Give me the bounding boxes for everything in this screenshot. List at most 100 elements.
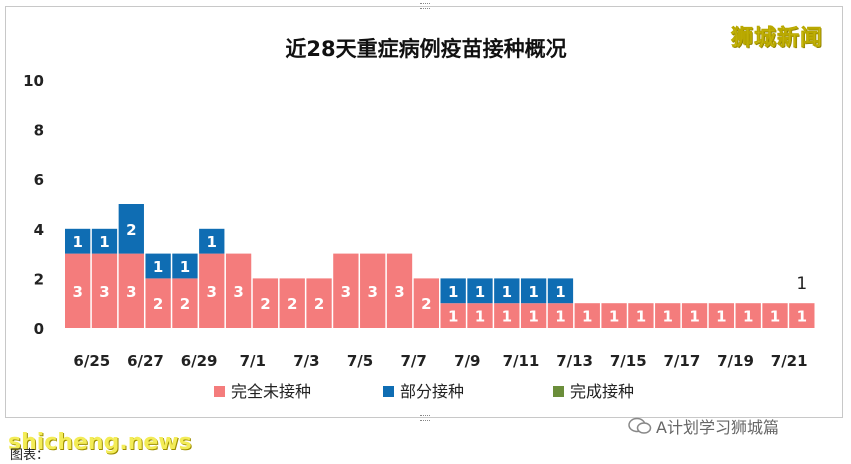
legend-swatch [553, 386, 564, 397]
bar-segment [440, 303, 466, 328]
bar-segment [225, 253, 252, 328]
chart-title: 近28天重症病例疫苗接种概况 [285, 37, 566, 61]
data-label: 1 [582, 308, 592, 326]
data-label: 1 [207, 233, 217, 251]
bar-segment [145, 278, 171, 328]
data-label: 3 [72, 283, 82, 301]
bar-segment [467, 278, 493, 304]
bar-segment [145, 253, 171, 279]
bar-segment [360, 253, 386, 328]
data-label: 1 [448, 308, 458, 326]
data-label: 1 [636, 308, 646, 326]
data-label: 1 [72, 233, 82, 251]
y-tick-label: 2 [34, 270, 44, 288]
bar-segment [440, 278, 466, 304]
legend-swatch [383, 386, 394, 397]
bar-segment [333, 253, 359, 328]
total-annotation: 1 [796, 274, 807, 294]
bar-segment [279, 278, 305, 328]
watermark-site: shicheng.news [8, 430, 192, 455]
legend-label: 部分接种 [400, 382, 464, 401]
data-label: 1 [528, 308, 538, 326]
bar-segment [413, 278, 439, 328]
watermark-logo-top: 狮城新闻 [731, 26, 824, 52]
bar-segment [199, 228, 225, 254]
data-label: 2 [180, 295, 190, 313]
x-tick-label: 6/29 [181, 352, 218, 370]
y-tick-label: 4 [34, 221, 44, 239]
y-tick-label: 6 [34, 171, 44, 189]
data-label: 3 [367, 283, 377, 301]
resize-handle-top[interactable] [420, 3, 430, 9]
bar-segment [708, 303, 735, 328]
data-label: 1 [743, 308, 753, 326]
bar-segment [762, 303, 788, 328]
data-label: 3 [207, 283, 217, 301]
data-label: 1 [797, 308, 807, 326]
data-label: 1 [689, 308, 699, 326]
x-tick-label: 7/17 [663, 352, 700, 370]
wechat-account-label: A计划学习狮城篇 [656, 418, 779, 437]
resize-handle-bottom[interactable] [420, 415, 430, 421]
bar-segment [386, 253, 413, 328]
bar-segment [65, 253, 91, 328]
bar-segment [91, 253, 118, 328]
data-label: 2 [314, 295, 324, 313]
data-label: 2 [153, 295, 163, 313]
x-tick-label: 7/19 [717, 352, 754, 370]
bar-segment [65, 228, 91, 254]
bar-segment [199, 253, 225, 328]
bar-segment [735, 303, 761, 328]
bar-segment [494, 303, 520, 328]
bar-segment [172, 278, 198, 328]
data-label: 3 [233, 283, 243, 301]
x-tick-label: 7/1 [240, 352, 266, 370]
data-label: 1 [502, 283, 512, 301]
bar-segment [601, 303, 627, 328]
x-tick-label: 7/13 [556, 352, 593, 370]
bar-segment [91, 228, 118, 254]
data-label: 1 [448, 283, 458, 301]
y-tick-label: 0 [34, 320, 44, 338]
x-tick-label: 7/3 [293, 352, 319, 370]
legend-label: 完成接种 [570, 382, 634, 401]
bar-segment [520, 278, 547, 304]
legend-swatch [214, 386, 225, 397]
data-label: 1 [475, 283, 485, 301]
bar-segment [789, 303, 815, 328]
data-label: 1 [609, 308, 619, 326]
x-tick-label: 7/21 [771, 352, 808, 370]
x-tick-label: 6/25 [73, 352, 110, 370]
bar-segment [520, 303, 547, 328]
bar-segment [547, 278, 574, 304]
data-label: 1 [99, 233, 109, 251]
bar-segment [252, 278, 279, 328]
data-label: 2 [421, 295, 431, 313]
data-label: 1 [663, 308, 673, 326]
wechat-badge: A计划学习狮城篇 [628, 415, 779, 437]
bar-segment [306, 278, 332, 328]
y-tick-label: 8 [34, 122, 44, 140]
data-label: 3 [126, 283, 136, 301]
data-label: 1 [153, 258, 163, 276]
bar-segment [172, 253, 198, 279]
data-label: 3 [341, 283, 351, 301]
data-label: 1 [555, 308, 565, 326]
bar-segment [118, 253, 144, 328]
bar-segment [547, 303, 574, 328]
data-label: 1 [528, 283, 538, 301]
bar-segment [628, 303, 654, 328]
bar-segment [655, 303, 681, 328]
data-label: 1 [770, 308, 780, 326]
data-label: 3 [99, 283, 109, 301]
x-tick-label: 7/7 [400, 352, 426, 370]
wechat-icon [628, 417, 652, 434]
bar-segment [574, 303, 600, 328]
x-tick-label: 7/9 [454, 352, 480, 370]
data-label: 1 [555, 283, 565, 301]
data-label: 2 [287, 295, 297, 313]
data-label: 1 [180, 258, 190, 276]
legend-label: 完全未接种 [231, 382, 311, 401]
x-tick-label: 7/5 [347, 352, 373, 370]
